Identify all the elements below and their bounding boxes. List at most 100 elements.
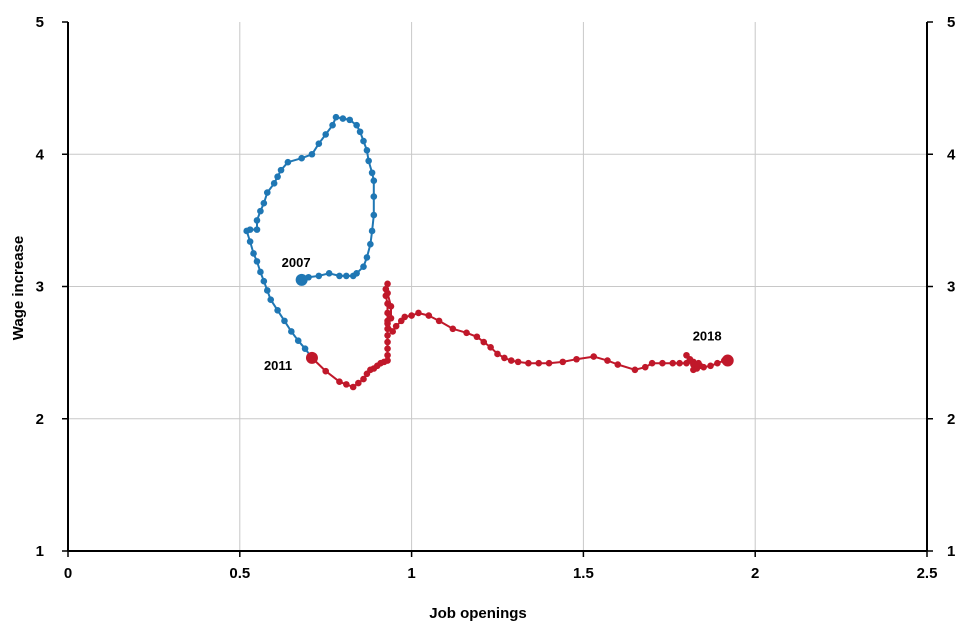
- data-point: [315, 140, 323, 147]
- data-point: [367, 240, 374, 248]
- data-point: [384, 332, 391, 339]
- data-point: [415, 309, 422, 317]
- series-layer: [243, 113, 734, 391]
- y-tick-label-left: 1: [36, 543, 44, 560]
- data-point: [253, 258, 261, 265]
- data-point: [714, 359, 721, 367]
- series-1: [243, 113, 378, 362]
- data-point: [507, 357, 515, 364]
- data-point: [676, 359, 683, 367]
- data-point: [425, 312, 433, 319]
- annotation-label: 2007: [282, 255, 311, 270]
- data-point: [641, 363, 649, 371]
- data-point: [401, 313, 409, 321]
- data-point: [707, 362, 714, 370]
- data-point: [368, 169, 376, 177]
- highlight-point: [721, 354, 734, 367]
- data-point: [473, 333, 481, 341]
- y-tick-label-left: 5: [36, 14, 44, 31]
- data-point: [384, 320, 391, 327]
- data-point: [253, 217, 261, 224]
- data-point: [270, 180, 278, 187]
- data-point: [494, 350, 501, 358]
- data-point: [384, 309, 391, 317]
- data-point: [284, 158, 292, 166]
- data-point: [387, 303, 395, 310]
- y-tick-label-right: 1: [947, 543, 955, 560]
- data-point: [604, 357, 611, 364]
- data-point: [274, 173, 281, 181]
- data-point: [332, 113, 340, 121]
- data-point: [384, 325, 391, 333]
- data-point: [370, 211, 378, 219]
- grid: [68, 22, 927, 551]
- data-point: [614, 361, 622, 368]
- annotation-label: 2011: [264, 358, 292, 373]
- data-point: [356, 128, 364, 136]
- data-point: [700, 363, 707, 371]
- y-tick-label-left: 2: [36, 411, 44, 428]
- data-point: [669, 359, 677, 367]
- data-point: [559, 358, 567, 366]
- data-point: [343, 381, 350, 388]
- data-point: [449, 325, 457, 333]
- y-tick-label-right: 3: [947, 279, 955, 296]
- data-point: [253, 226, 261, 233]
- y-tick-label-right: 2: [947, 411, 955, 428]
- data-point: [363, 254, 371, 261]
- data-point: [353, 121, 360, 129]
- data-point: [487, 344, 494, 351]
- data-point: [648, 359, 656, 367]
- data-point: [435, 317, 443, 325]
- data-point: [363, 146, 371, 154]
- annotation-label: 2018: [693, 329, 722, 344]
- labels: 0 0.5 1 1.5 2 2.5 1 2 3 4 5 1 2 3 4 5 2007 2011 2018: [36, 14, 956, 582]
- data-point: [368, 227, 376, 235]
- data-point: [263, 189, 271, 196]
- data-point: [322, 131, 330, 138]
- data-point: [355, 379, 362, 387]
- data-point: [257, 268, 264, 276]
- data-point: [659, 359, 666, 367]
- data-point: [246, 238, 254, 245]
- data-point: [243, 227, 250, 235]
- data-point: [387, 314, 395, 322]
- highlight-point: [305, 351, 318, 364]
- x-tick-label: 2: [751, 565, 759, 582]
- data-point: [360, 137, 367, 145]
- data-point: [389, 328, 397, 335]
- y-tick-label-right: 5: [947, 14, 955, 31]
- data-point: [631, 366, 639, 374]
- y-tick-label-left: 3: [36, 279, 44, 296]
- data-point: [343, 272, 350, 280]
- data-point: [322, 367, 330, 375]
- data-point: [392, 322, 400, 330]
- data-point: [260, 277, 268, 285]
- data-point: [308, 150, 316, 158]
- data-point: [257, 207, 264, 215]
- data-point: [535, 359, 543, 367]
- data-point: [281, 317, 288, 325]
- data-point: [339, 115, 347, 122]
- data-point: [336, 378, 343, 386]
- data-point: [298, 154, 305, 162]
- data-point: [693, 361, 701, 368]
- x-tick-label: 0: [64, 565, 72, 582]
- x-tick-label: 1.5: [573, 565, 594, 582]
- data-point: [408, 312, 415, 319]
- data-point: [384, 289, 391, 297]
- y-tick-label-right: 4: [947, 146, 956, 163]
- data-point: [480, 338, 488, 346]
- data-point: [370, 177, 378, 184]
- data-point: [288, 328, 295, 335]
- x-axis-title: Job openings: [429, 605, 527, 622]
- data-point: [384, 280, 391, 288]
- data-point: [365, 157, 372, 165]
- x-tick-label: 2.5: [917, 565, 938, 582]
- data-point: [690, 366, 697, 374]
- data-point: [360, 375, 367, 383]
- data-point: [301, 345, 309, 352]
- x-tick-label: 0.5: [229, 565, 250, 582]
- data-point: [267, 296, 275, 304]
